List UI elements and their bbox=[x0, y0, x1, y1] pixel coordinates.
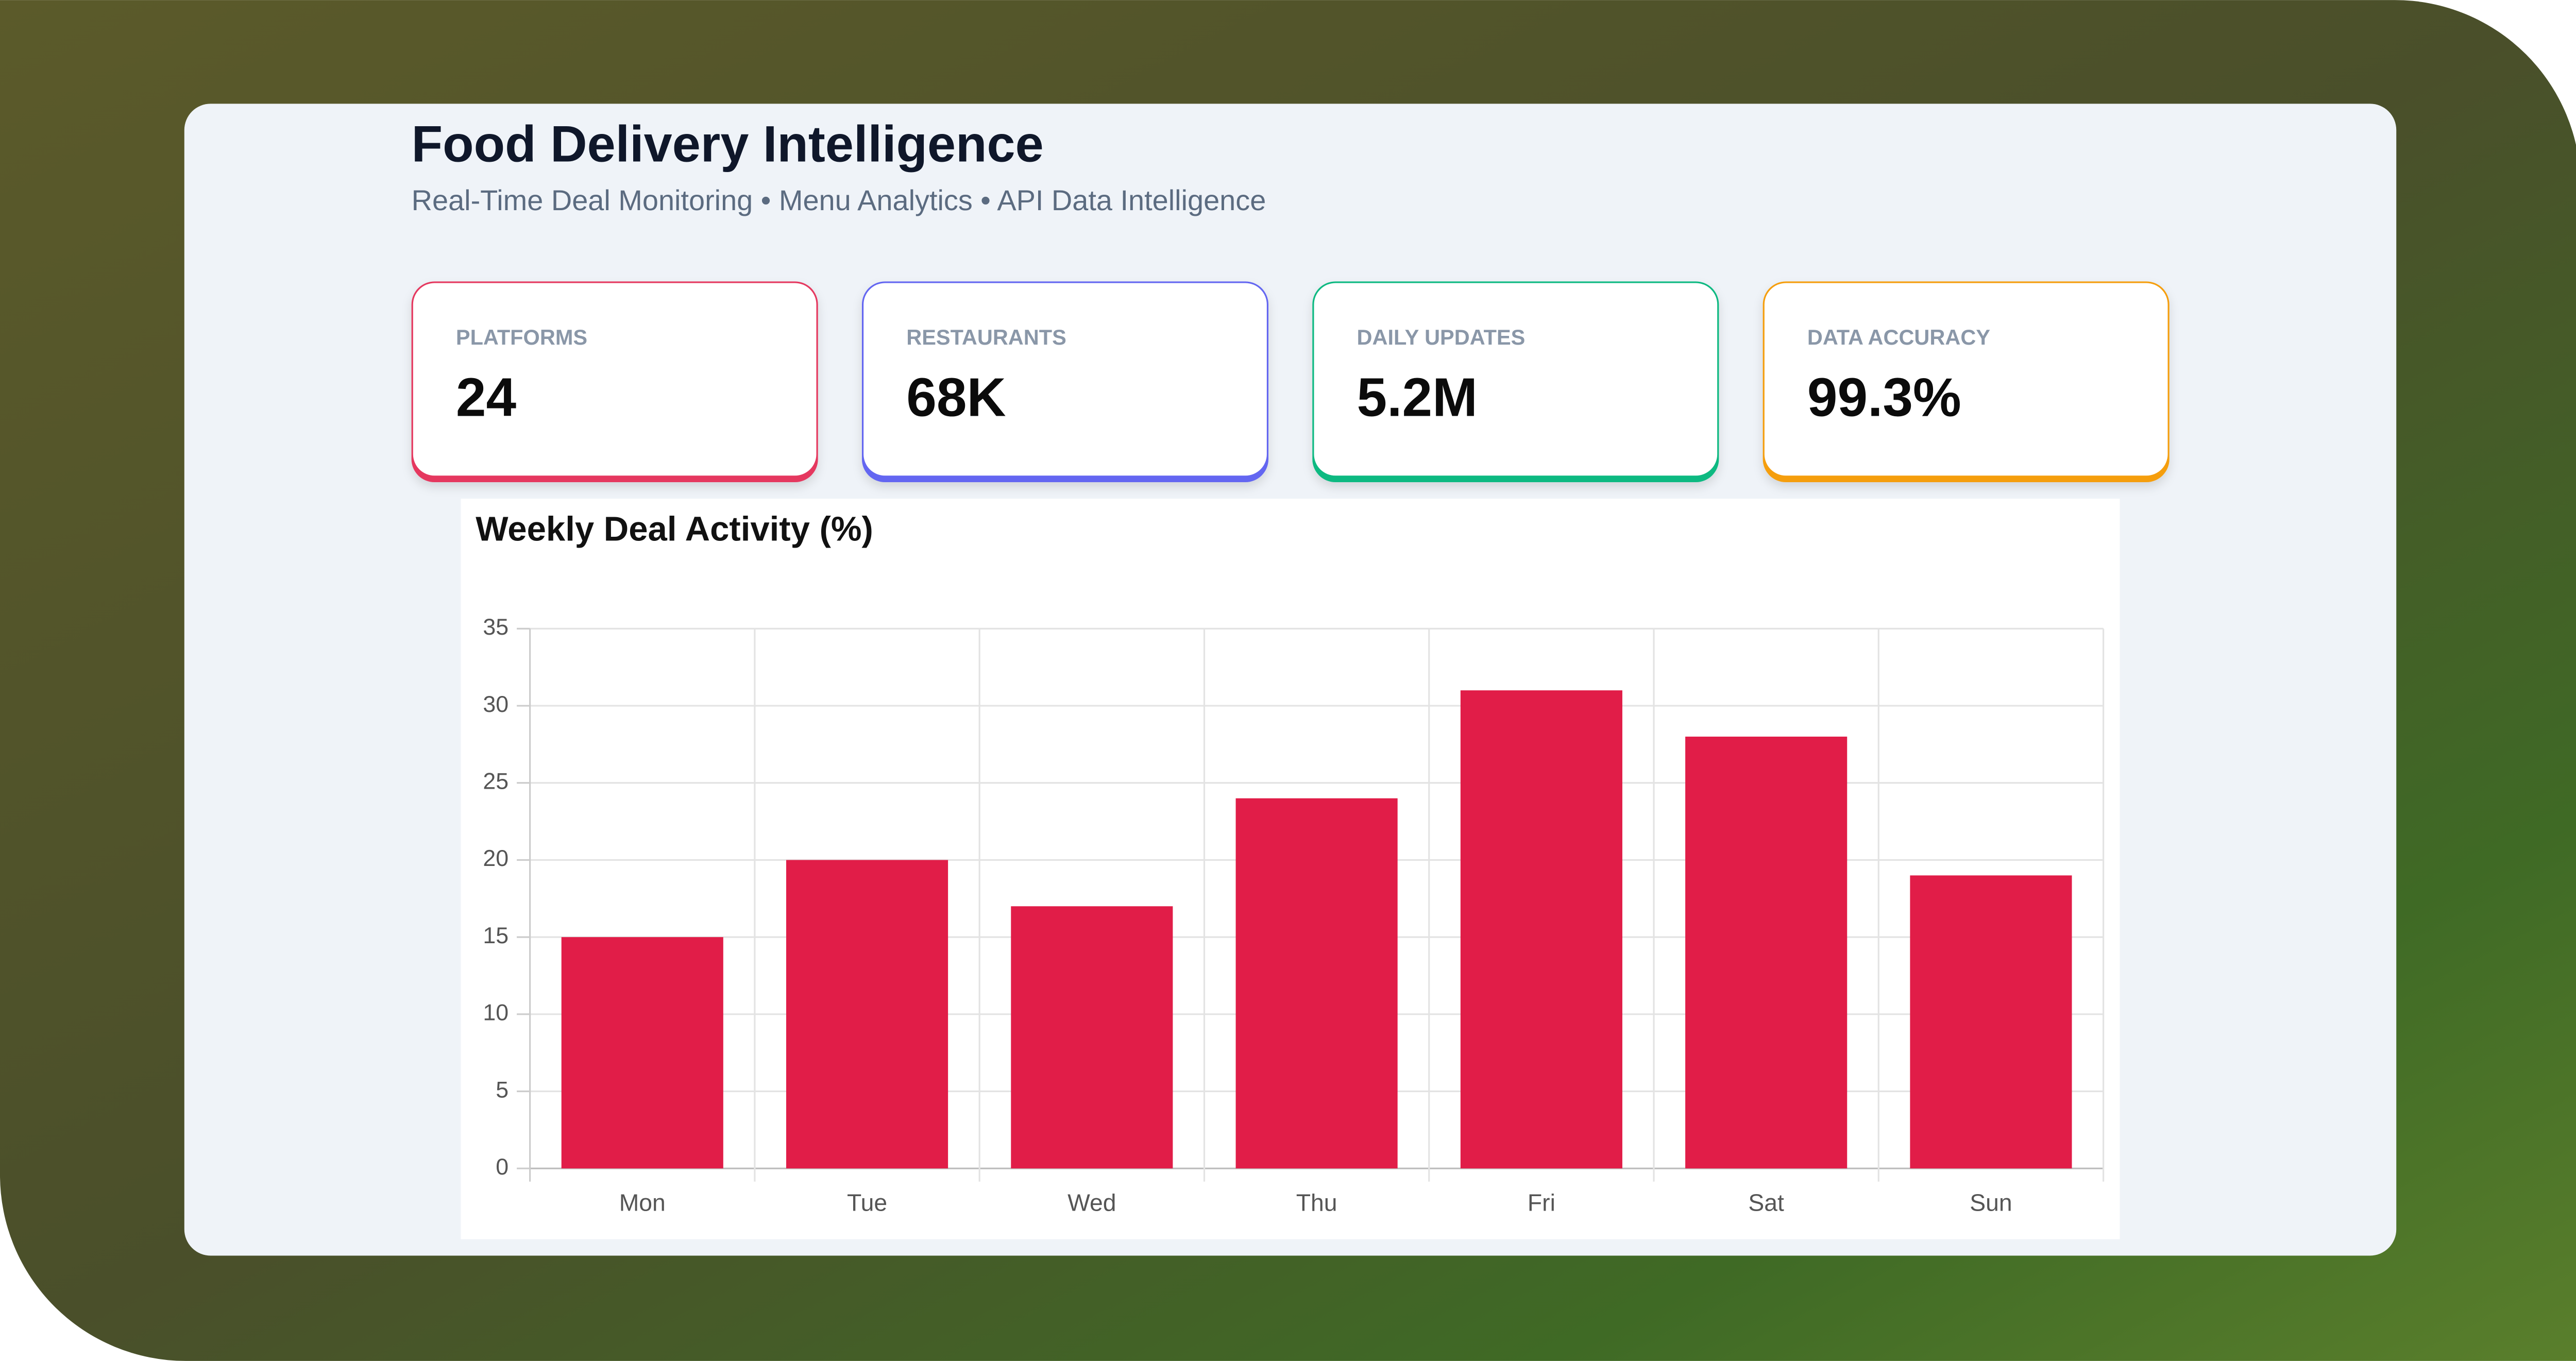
x-tick-label: Tue bbox=[847, 1189, 887, 1216]
y-tick-label: 25 bbox=[483, 769, 509, 794]
y-tick-label: 5 bbox=[496, 1077, 509, 1102]
chart-title: Weekly Deal Activity (%) bbox=[476, 510, 873, 549]
stat-value: 99.3% bbox=[1807, 367, 1961, 428]
x-tick-label: Mon bbox=[619, 1189, 666, 1216]
x-tick-label: Thu bbox=[1296, 1189, 1337, 1216]
y-tick-label: 35 bbox=[483, 615, 509, 640]
stat-card-body bbox=[413, 283, 817, 476]
stat-card-body bbox=[863, 283, 1267, 476]
x-tick-label: Fri bbox=[1528, 1189, 1555, 1216]
stat-value: 24 bbox=[456, 367, 517, 428]
stat-label: RESTAURANTS bbox=[906, 325, 1066, 349]
y-tick-label: 10 bbox=[483, 1000, 509, 1026]
stat-value: 68K bbox=[906, 367, 1006, 428]
stat-card: PLATFORMS 24 bbox=[411, 281, 818, 483]
bar bbox=[1685, 736, 1848, 1169]
page-title: Food Delivery Intelligence bbox=[412, 115, 1044, 173]
stat-label: PLATFORMS bbox=[456, 325, 587, 349]
x-tick-label: Sun bbox=[1970, 1189, 2012, 1216]
y-tick-label: 15 bbox=[483, 923, 509, 948]
x-tick-label: Wed bbox=[1067, 1189, 1116, 1216]
stat-card: RESTAURANTS 68K bbox=[861, 281, 1269, 483]
bar bbox=[1235, 798, 1398, 1169]
page-subtitle: Real-Time Deal Monitoring • Menu Analyti… bbox=[412, 184, 1266, 216]
bar bbox=[786, 860, 948, 1169]
stat-card: DAILY UPDATES 5.2M bbox=[1312, 281, 1719, 483]
bar bbox=[1910, 875, 2072, 1169]
stat-card: DATA ACCURACY 99.3% bbox=[1762, 281, 2170, 483]
stat-label: DAILY UPDATES bbox=[1357, 325, 1526, 349]
stat-card-body bbox=[1314, 283, 1718, 476]
bar bbox=[561, 937, 723, 1169]
bar bbox=[1011, 906, 1173, 1169]
stat-value: 5.2M bbox=[1357, 367, 1478, 428]
bar bbox=[1460, 690, 1622, 1169]
stat-card-body bbox=[1764, 283, 2168, 476]
y-tick-label: 30 bbox=[483, 692, 509, 717]
stats-row: PLATFORMS 24 RESTAURANTS 68K DAILY UPDATES 5.… bbox=[411, 281, 2170, 483]
y-tick-label: 20 bbox=[483, 846, 509, 871]
y-tick-label: 0 bbox=[496, 1154, 509, 1180]
x-tick-label: Sat bbox=[1748, 1189, 1784, 1216]
stat-label: DATA ACCURACY bbox=[1807, 325, 1990, 349]
chart: 0 5 10 15 20 25 30 35 Mon Tue Wed Thu Fri Sat Sun bbox=[483, 615, 2105, 1216]
